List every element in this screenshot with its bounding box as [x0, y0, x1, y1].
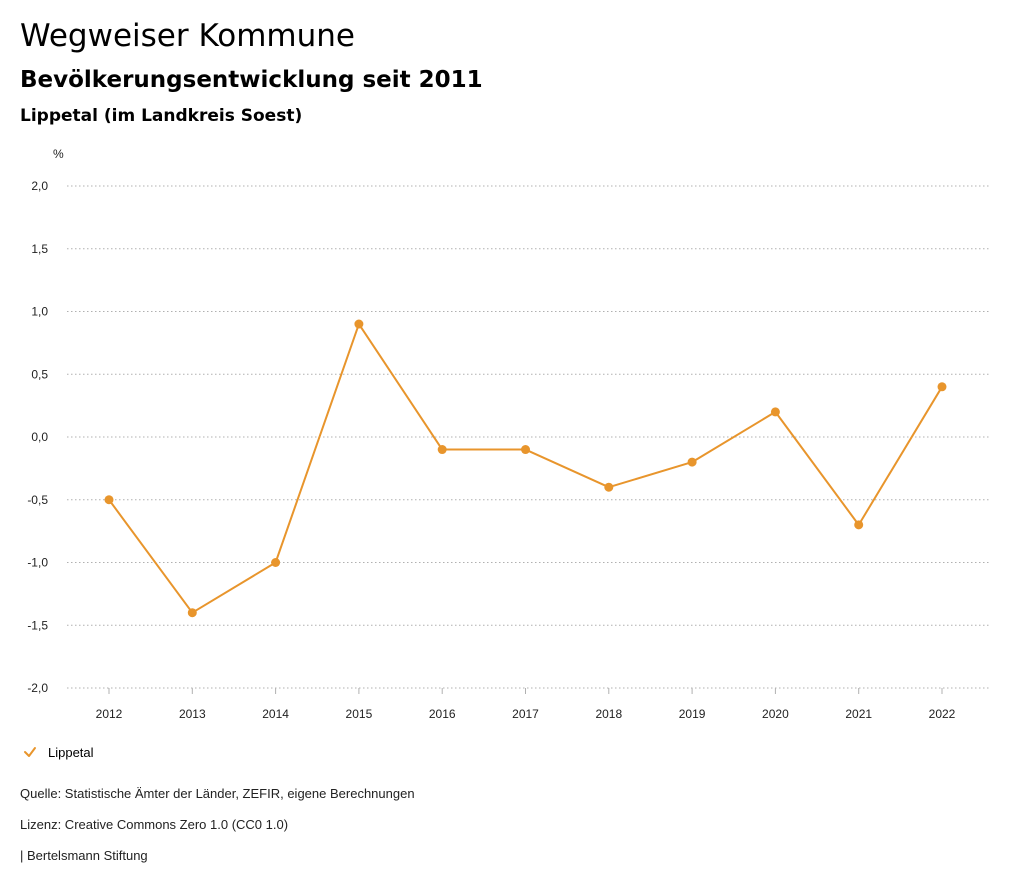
x-tick-label: 2019	[679, 707, 706, 721]
source-note: Quelle: Statistische Ämter der Länder, Z…	[20, 786, 415, 801]
checkmark-icon	[22, 744, 38, 760]
data-point[interactable]	[854, 520, 864, 530]
line-chart: % 2,01,51,00,50,0-0,5-1,0-1,5-2,0 2012 20…	[27, 147, 990, 721]
x-axis-ticks: 2012 2013 2014 2015 2016 2017 2018 2019 2020 2021…	[96, 688, 956, 721]
region-label: Lippetal (im Landkreis Soest)	[20, 106, 303, 126]
data-point[interactable]	[271, 558, 281, 567]
legend-label: Lippetal	[48, 744, 94, 760]
data-point[interactable]	[354, 319, 364, 329]
x-tick-label: 2013	[179, 707, 206, 721]
x-tick-label: 2021	[845, 707, 872, 721]
y-tick-label: 0,5	[31, 367, 48, 381]
page-title: Wegweiser Kommune	[20, 18, 355, 54]
x-tick-label: 2018	[595, 707, 622, 721]
y-tick-label: -1,5	[27, 618, 48, 632]
x-tick-label: 2017	[512, 707, 539, 721]
y-axis-ticks: 2,0 1,5 1,0 0,5 0,0 -0,5 -1,0 -1,5 -2,0	[27, 179, 48, 695]
license-note: Lizenz: Creative Commons Zero 1.0 (CC0 1…	[20, 817, 289, 832]
grid-lines	[67, 185, 990, 689]
data-point[interactable]	[770, 407, 780, 417]
x-tick-label: 2014	[262, 707, 289, 721]
y-tick-label: -0,5	[27, 493, 48, 507]
y-axis-unit: %	[53, 147, 64, 161]
y-tick-label: -2,0	[27, 681, 48, 695]
x-tick-label: 2020	[762, 707, 789, 721]
series-lippetal	[104, 319, 947, 618]
publisher-note: | Bertelsmann Stiftung	[20, 848, 148, 863]
y-tick-label: 0,0	[31, 430, 48, 444]
legend-item-lippetal[interactable]: Lippetal	[22, 744, 94, 760]
y-tick-label: 1,0	[31, 305, 48, 319]
data-point[interactable]	[687, 457, 697, 467]
data-point[interactable]	[187, 608, 197, 618]
data-point[interactable]	[604, 482, 614, 492]
y-tick-label: 1,5	[31, 242, 48, 256]
data-point[interactable]	[521, 445, 530, 455]
series-line	[108, 323, 943, 614]
x-tick-label: 2022	[929, 707, 956, 721]
y-tick-label: -1,0	[27, 556, 48, 570]
x-tick-label: 2012	[96, 707, 123, 721]
x-tick-label: 2015	[346, 707, 373, 721]
data-point[interactable]	[937, 382, 947, 392]
data-point[interactable]	[104, 495, 114, 505]
chart-subtitle: Bevölkerungsentwicklung seit 2011	[20, 67, 483, 93]
data-point[interactable]	[437, 445, 447, 455]
y-tick-label: 2,0	[31, 179, 48, 193]
x-tick-label: 2016	[429, 707, 456, 721]
